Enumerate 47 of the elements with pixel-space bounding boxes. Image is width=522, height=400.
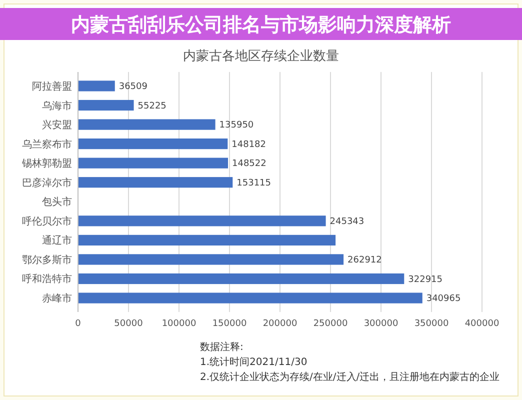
bar — [78, 273, 404, 284]
bar — [78, 119, 216, 130]
y-tick-label: 锡林郭勒盟 — [21, 158, 72, 170]
x-tick-label: 100000 — [162, 319, 196, 329]
bar — [78, 254, 344, 265]
bar — [78, 292, 422, 304]
y-tick-label: 兴安盟 — [42, 119, 72, 132]
x-tick-label: 0 — [75, 319, 82, 329]
y-tick-label: 通辽市 — [42, 234, 72, 247]
data-label: 135950 — [219, 120, 254, 131]
bar — [78, 158, 228, 168]
data-label: 148182 — [232, 140, 266, 150]
y-tick-label: 乌海市 — [42, 100, 72, 112]
bar — [78, 100, 134, 111]
text: 数据注释: — [200, 341, 244, 353]
data-label: 153115 — [236, 178, 272, 189]
x-tick-label: 200000 — [262, 319, 298, 329]
bar — [78, 177, 233, 188]
y-tick-label: 包头市 — [42, 196, 72, 208]
y-tick-label: 巴彦淖尔市 — [22, 176, 72, 189]
chart-title: 内蒙古刮刮乐公司排名与市场影响力深度解析 — [71, 14, 451, 36]
data-label: 245343 — [330, 217, 364, 228]
x-tick-label: 150000 — [212, 319, 247, 329]
data-label: 148522 — [232, 159, 266, 170]
x-tick-label: 350000 — [414, 319, 449, 329]
data-label: 36509 — [118, 82, 148, 92]
y-tick-label: 鄂尔多斯市 — [22, 254, 72, 266]
x-tick-label: 50000 — [114, 319, 144, 329]
bar — [78, 80, 115, 92]
x-tick-label: 250000 — [313, 319, 348, 329]
x-tick-label: 300000 — [364, 319, 398, 329]
data-label: 340965 — [426, 294, 461, 304]
data-label: 322915 — [408, 274, 443, 285]
y-tick-label: 呼和浩特市 — [22, 273, 72, 286]
bar — [78, 234, 336, 246]
x-tick-label: 400000 — [464, 319, 500, 329]
y-tick-label: 乌兰察布市 — [22, 138, 72, 150]
data-label: 55225 — [138, 101, 166, 112]
y-tick-label: 阿拉善盟 — [32, 80, 72, 92]
bar — [78, 216, 326, 226]
y-tick-label: 呼伦贝尔市 — [22, 215, 72, 228]
bar — [78, 138, 228, 150]
chart-subtitle: 内蒙古各地区存续企业数量 — [183, 49, 339, 64]
data-label: 262912 — [348, 256, 382, 266]
y-tick-label: 赤峰市 — [42, 292, 72, 305]
text: 1.统计时间2021/11/30 — [200, 356, 308, 368]
text: 2.仅统计企业状态为存续/在业/迁入/迁出，且注册地在内蒙古的企业 — [200, 371, 500, 383]
